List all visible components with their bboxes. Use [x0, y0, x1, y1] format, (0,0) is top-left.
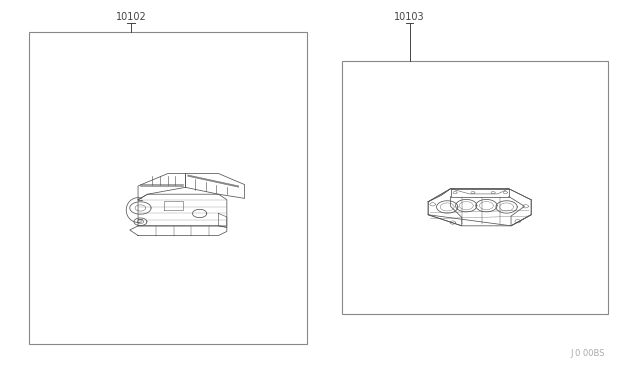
Text: 10103: 10103	[394, 12, 425, 22]
Bar	[342, 61, 608, 314]
Bar	[29, 32, 307, 344]
Text: J 0 00BS: J 0 00BS	[570, 349, 605, 358]
Text: 10102: 10102	[116, 12, 147, 22]
